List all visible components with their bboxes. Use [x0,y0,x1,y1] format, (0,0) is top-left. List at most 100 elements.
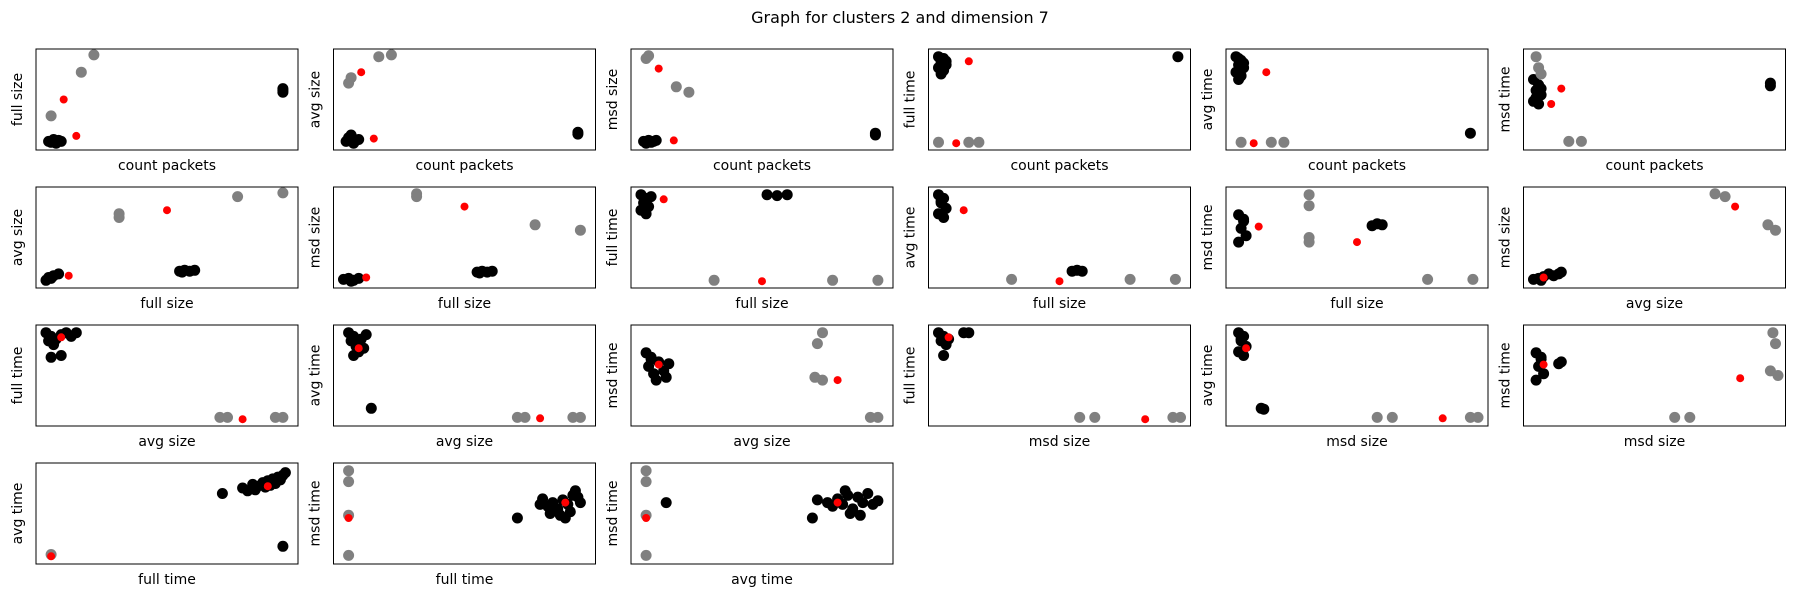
centroid-point [561,498,570,507]
data-point [1233,236,1245,248]
data-point [1006,273,1018,285]
y-axis-label: avg size [10,209,26,266]
centroid-point [357,68,366,77]
subplot-frame [333,48,596,151]
data-point [1258,403,1270,415]
subplot-frame [333,324,596,427]
centroid-point [59,95,68,104]
data-point [1240,230,1252,242]
y-axis-label: msd size [1498,207,1514,268]
centroid-point [72,131,81,140]
y-axis-label: msd time [1498,67,1514,133]
centroid-point [536,414,545,423]
data-point [277,187,289,199]
subplot-frame [630,48,894,151]
data-point [933,136,944,148]
y-axis-label: msd time [605,343,621,409]
data-point [574,411,586,423]
data-point [474,267,486,279]
data-point [345,129,357,141]
data-point [973,136,985,148]
subplot-19: full time avg time [10,462,299,588]
data-point [1535,83,1547,95]
subplot-frame [928,324,1191,427]
y-axis-label: full time [605,209,621,267]
data-point [1563,135,1575,147]
data-point [529,219,541,231]
x-axis-label: count packets [415,158,513,174]
data-point [55,350,67,361]
x-axis-label: count packets [118,158,216,174]
subplot-frame [928,186,1191,289]
data-point [1376,219,1388,231]
data-point [242,485,254,497]
data-point [1530,374,1542,386]
centroid-point [344,514,353,522]
data-point [1464,411,1476,423]
subplot-5: count packets avg time [1200,48,1489,174]
data-point [640,465,652,477]
data-point [817,374,828,386]
data-point [1535,351,1547,363]
y-axis-label: full time [10,347,26,405]
x-axis-label: msd size [1029,434,1090,450]
x-axis-label: full size [1330,296,1383,312]
data-point [781,189,793,201]
data-point [938,212,950,223]
x-axis-label: msd size [1624,434,1685,450]
data-point [43,272,55,283]
subplot-12: avg size msd size [1498,186,1786,312]
y-axis-label: avg time [308,345,324,407]
data-point [811,338,823,350]
centroid-point [47,552,56,561]
subplot-frame [1523,48,1786,151]
data-point [113,208,125,220]
subplot-frame [1225,48,1489,151]
data-point [1719,191,1731,203]
subplot-frame [630,186,894,289]
data-point [645,191,657,203]
y-axis-label: avg time [1200,69,1216,131]
centroid-point [944,333,953,342]
subplot-frame [35,324,299,427]
data-point [1575,135,1587,147]
x-axis-label: avg size [436,434,493,450]
data-point [1530,51,1542,63]
data-point [1530,92,1542,104]
data-point [1303,232,1315,243]
data-point [343,476,355,488]
centroid-point [354,344,363,353]
data-point [1235,333,1247,345]
centroid-point [362,273,371,282]
data-point [1764,77,1776,89]
centroid-point [964,57,973,66]
subplot-frame [35,48,299,151]
data-point [817,327,828,339]
data-point [660,371,672,383]
data-point [343,549,355,561]
centroid-point [1055,277,1064,286]
y-axis-label: full size [10,73,26,126]
x-axis-label: full size [735,296,788,312]
subplot-2: count packets avg size [308,48,596,174]
data-point [1535,68,1547,80]
centroid-point [1141,415,1150,424]
x-axis-label: avg size [733,434,790,450]
centroid-point [952,139,961,148]
data-point [1371,411,1383,423]
data-point [854,509,866,521]
data-point [806,512,818,524]
data-point [574,497,586,509]
data-point [277,540,289,552]
y-axis-label: msd size [308,207,324,268]
data-point [373,51,385,63]
data-point [872,495,884,507]
y-axis-label: msd time [605,481,621,547]
data-point [511,512,523,524]
data-point [963,136,975,148]
centroid-point [163,206,171,215]
data-point [761,189,773,201]
data-point [650,134,662,146]
data-point [811,494,823,506]
centroid-point [1438,414,1447,423]
